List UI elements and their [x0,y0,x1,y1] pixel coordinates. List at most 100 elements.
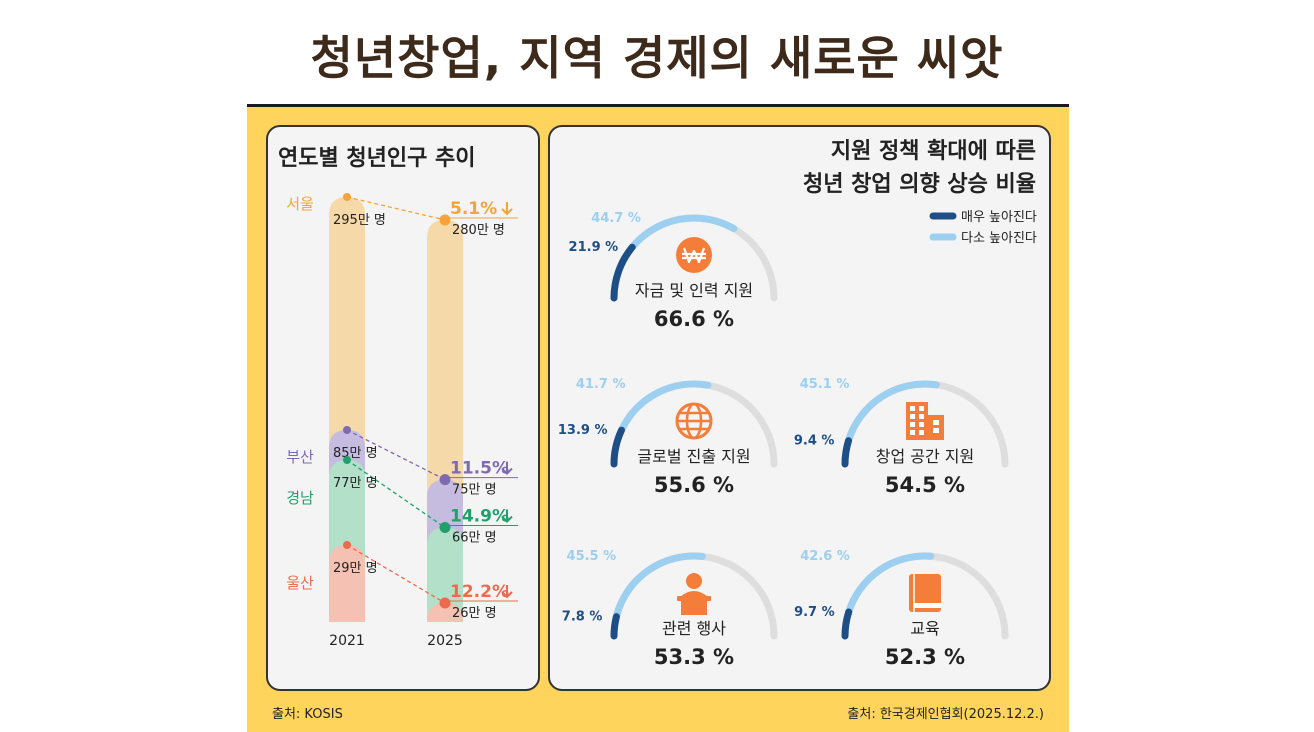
connector-서울 [346,196,446,221]
building-icon-window [910,414,915,419]
connector-경남 [346,459,446,529]
presenter-icon [686,573,702,589]
gauge-somewhat-label-0: 44.7 % [591,211,641,226]
point-부산-2025 [439,474,451,486]
book-icon-pages [914,603,941,608]
gauge-very-arc-4 [841,608,853,640]
frame-top-divider [247,104,1069,107]
gauge-category-label-1: 글로벌 진출 지원 [637,447,750,466]
youth-population-card [266,125,540,691]
point-울산-2021 [343,541,351,549]
right-panel-title: 지원 정책 확대에 따른 청년 창업 의향 상승 비율 [700,135,1036,201]
down-arrow-icon-울산 [501,584,513,599]
building-icon-window [919,414,924,419]
gauge-very-label-0: 21.9 % [569,240,619,255]
main-title: 청년창업, 지역 경제의 새로운 씨앗 [310,31,1004,85]
point-경남-2021 [343,456,351,464]
region-label-울산: 울산 [286,574,314,592]
gauge-somewhat-arc-0 [628,214,738,251]
region-label-경남: 경남 [286,489,314,507]
region-label-서울: 서울 [286,195,314,213]
change-label-부산: 11.5% [450,459,509,479]
connector-울산 [346,544,446,604]
building-icon-window [919,422,924,427]
gauge-category-label-0: 자금 및 인력 지원 [635,281,753,300]
building-icon-window [910,406,915,411]
left-panel-title: 연도별 청년인구 추이 [278,146,476,171]
value-label-서울-2025: 280만 명 [452,223,505,238]
gauge-very-arc-0 [610,243,636,302]
gauge-category-label-2: 창업 공간 지원 [876,447,975,466]
value-label-부산-2025: 75만 명 [452,483,497,498]
right-source: 출처: 한국경제인협회(2025.12.2.) [847,707,1044,722]
building-icon-window [919,430,924,435]
point-서울-2025 [439,214,451,226]
gauge-somewhat-label-2: 45.1 % [800,377,850,392]
building-icon-annex [928,415,944,440]
point-울산-2025 [439,597,451,609]
gauge-very-arc-2 [841,437,852,468]
presenter-icon-lectern [681,601,707,615]
point-부산-2021 [343,426,351,434]
change-label-경남: 14.9% [450,507,509,527]
gauge-category-label-4: 교육 [910,619,939,638]
building-icon-annex-window [933,428,939,433]
region-label-부산: 부산 [286,448,314,466]
down-arrow-icon-경남 [501,509,513,523]
change-label-서울: 5.1% [450,199,497,219]
building-icon-annex-window [933,420,939,425]
year-label-2021: 2021 [329,633,365,649]
gauge-total-label-0: 66.6 % [654,307,734,331]
gauge-somewhat-arc-4 [845,552,935,616]
building-icon [906,402,928,440]
bar-울산-2021 [329,545,365,622]
change-label-울산: 12.2% [450,582,509,602]
value-label-경남-2021: 77만 명 [333,476,378,491]
book-icon [909,574,941,612]
legend-label-1: 다소 높아진다 [961,231,1037,246]
down-arrow-icon-서울 [501,201,513,216]
value-label-울산-2021: 29만 명 [333,561,378,576]
gauge-total-label-4: 52.3 % [885,645,965,669]
gauge-somewhat-arc-2 [845,380,940,445]
support-policy-card [548,125,1051,691]
gauge-total-label-1: 55.6 % [654,473,734,497]
gauge-total-label-2: 54.5 % [885,473,965,497]
gauge-very-arc-1 [610,426,625,468]
left-source: 출처: KOSIS [272,707,343,722]
gauge-total-label-3: 53.3 % [654,645,734,669]
presenter-icon-desk-top [677,596,711,601]
connector-부산 [346,429,446,481]
bar-경남-2025 [427,527,463,622]
gauge-very-label-1: 13.9 % [558,423,608,438]
building-icon-window [910,422,915,427]
building-icon-window [910,430,915,435]
globe-icon-parallels [677,411,711,431]
value-label-경남-2025: 66만 명 [452,531,497,546]
presenter-icon-body [680,591,708,597]
year-label-2025: 2025 [427,633,463,649]
down-arrow-icon-부산 [501,461,513,476]
gauge-very-label-3: 7.8 % [562,610,603,625]
right-panel-title-line2: 청년 창업 의향 상승 비율 [802,172,1036,197]
legend-label-0: 매우 높아진다 [961,210,1037,225]
gauge-category-label-3: 관련 행사 [662,619,726,638]
point-경남-2025 [439,522,451,534]
gauge-very-label-4: 9.7 % [794,605,835,620]
gauge-very-label-2: 9.4 % [794,434,835,449]
bar-울산-2025 [427,602,463,622]
gauge-somewhat-label-1: 41.7 % [576,377,626,392]
point-서울-2021 [343,193,351,201]
gauge-somewhat-label-4: 42.6 % [800,549,850,564]
value-label-울산-2025: 26만 명 [452,606,497,621]
won-coin-icon-glyph [682,247,706,264]
gauge-very-arc-3 [610,613,620,640]
gauge-somewhat-arc-3 [612,552,706,621]
value-label-서울-2021: 295만 명 [333,213,386,228]
right-panel-title-line1: 지원 정책 확대에 따른 [830,139,1036,164]
gauge-somewhat-arc-1 [618,380,712,434]
building-icon-window [919,406,924,411]
gauge-somewhat-label-3: 45.5 % [567,549,617,564]
